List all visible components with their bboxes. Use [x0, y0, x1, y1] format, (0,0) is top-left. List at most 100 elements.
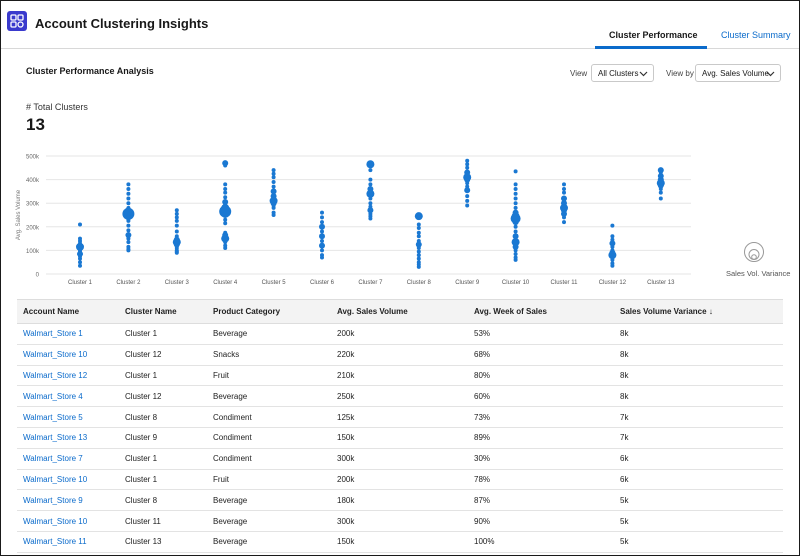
data-point[interactable] — [465, 181, 470, 186]
tab-cluster-performance[interactable]: Cluster Performance — [609, 30, 698, 40]
account-name-link[interactable]: Walmart_Store 5 — [17, 406, 119, 428]
column-header-cluster-name[interactable]: Cluster Name — [119, 299, 207, 324]
column-header-avg-week-of-sales[interactable]: Avg. Week of Sales — [468, 299, 614, 324]
data-point[interactable] — [126, 228, 131, 233]
data-point[interactable] — [658, 190, 663, 195]
data-point[interactable] — [465, 194, 470, 199]
data-point[interactable] — [465, 203, 470, 208]
data-point[interactable] — [368, 168, 373, 173]
data-point[interactable] — [513, 248, 518, 253]
data-point[interactable] — [416, 234, 421, 239]
data-point[interactable] — [174, 229, 179, 234]
data-point[interactable] — [465, 162, 470, 167]
data-point[interactable] — [513, 205, 518, 210]
view-by-select[interactable]: Avg. Sales Volume — [695, 64, 781, 82]
data-point[interactable] — [513, 191, 518, 196]
account-name-link[interactable]: Walmart_Store 10 — [17, 469, 119, 491]
data-point[interactable] — [512, 219, 519, 226]
account-name-link[interactable]: Walmart_Store 13 — [17, 427, 119, 449]
data-point[interactable] — [416, 249, 421, 254]
account-name-link[interactable]: Walmart_Store 7 — [17, 448, 119, 470]
data-point[interactable] — [658, 187, 663, 192]
data-point[interactable] — [78, 256, 82, 261]
data-point[interactable] — [562, 190, 566, 195]
data-point[interactable] — [658, 196, 663, 201]
account-name-link[interactable]: Walmart_Store 1 — [17, 323, 119, 345]
column-header-sales-volume-variance[interactable]: Sales Volume Variance ↓ — [614, 299, 783, 324]
data-point[interactable] — [223, 221, 228, 226]
data-point[interactable] — [367, 207, 374, 214]
data-point[interactable] — [465, 165, 470, 170]
data-point[interactable] — [512, 233, 519, 240]
data-point[interactable] — [609, 240, 616, 247]
account-name-link[interactable]: Walmart_Store 12 — [17, 365, 119, 387]
data-point[interactable] — [320, 229, 324, 234]
data-point[interactable] — [270, 188, 277, 195]
data-point[interactable] — [416, 246, 421, 251]
data-point[interactable] — [368, 216, 373, 221]
data-point[interactable] — [366, 189, 375, 198]
data-point[interactable] — [416, 256, 421, 261]
data-point[interactable] — [562, 220, 566, 225]
data-point[interactable] — [608, 251, 617, 260]
data-point[interactable] — [319, 233, 325, 240]
data-point[interactable] — [513, 196, 518, 201]
data-point[interactable] — [415, 241, 422, 248]
account-name-link[interactable]: Walmart_Store 11 — [17, 531, 119, 553]
data-point[interactable] — [416, 264, 421, 269]
data-point[interactable] — [126, 240, 131, 245]
data-point[interactable] — [126, 191, 131, 196]
data-point[interactable] — [610, 223, 615, 228]
data-point[interactable] — [174, 208, 179, 213]
data-point[interactable] — [320, 210, 324, 215]
data-point[interactable] — [319, 242, 325, 249]
data-point[interactable] — [223, 187, 228, 192]
data-point[interactable] — [561, 210, 567, 217]
data-point[interactable] — [174, 218, 179, 223]
data-point[interactable] — [320, 248, 324, 253]
data-point[interactable] — [126, 236, 131, 241]
data-point[interactable] — [271, 184, 276, 189]
account-name-link[interactable]: Walmart_Store 10 — [17, 510, 119, 532]
data-point[interactable] — [126, 201, 131, 206]
data-point[interactable] — [513, 229, 518, 234]
data-point[interactable] — [610, 234, 615, 239]
data-point[interactable] — [271, 171, 276, 176]
data-point[interactable] — [126, 248, 131, 253]
data-point[interactable] — [223, 182, 228, 187]
data-point[interactable] — [416, 230, 421, 235]
data-point[interactable] — [513, 251, 518, 256]
column-header-avg-sales-volume[interactable]: Avg. Sales Volume — [331, 299, 468, 324]
data-point[interactable] — [271, 175, 276, 180]
data-point[interactable] — [78, 260, 82, 265]
data-point[interactable] — [513, 187, 518, 192]
data-point[interactable] — [223, 246, 228, 251]
data-point[interactable] — [126, 182, 131, 187]
data-point[interactable] — [223, 240, 228, 245]
data-point[interactable] — [320, 238, 324, 243]
data-point[interactable] — [562, 187, 566, 192]
data-point[interactable] — [319, 223, 325, 230]
data-point[interactable] — [126, 187, 131, 192]
account-name-link[interactable]: Walmart_Store 4 — [17, 385, 119, 408]
data-point[interactable] — [368, 182, 373, 187]
data-point[interactable] — [174, 250, 179, 255]
data-point[interactable] — [368, 201, 373, 206]
data-point[interactable] — [271, 205, 276, 210]
data-point[interactable] — [174, 223, 179, 228]
data-point[interactable] — [125, 232, 132, 239]
data-point[interactable] — [223, 190, 228, 195]
data-point[interactable] — [78, 222, 82, 227]
data-point[interactable] — [416, 253, 421, 258]
data-point[interactable] — [657, 182, 664, 189]
data-point[interactable] — [610, 257, 615, 262]
data-point[interactable] — [76, 242, 84, 251]
data-point[interactable] — [122, 207, 135, 220]
data-point[interactable] — [513, 257, 518, 262]
data-point[interactable] — [368, 196, 373, 201]
data-point[interactable] — [513, 224, 518, 229]
data-point[interactable] — [414, 212, 423, 221]
account-name-link[interactable]: Walmart_Store 9 — [17, 489, 119, 512]
data-point[interactable] — [368, 177, 373, 182]
data-point[interactable] — [271, 213, 276, 217]
